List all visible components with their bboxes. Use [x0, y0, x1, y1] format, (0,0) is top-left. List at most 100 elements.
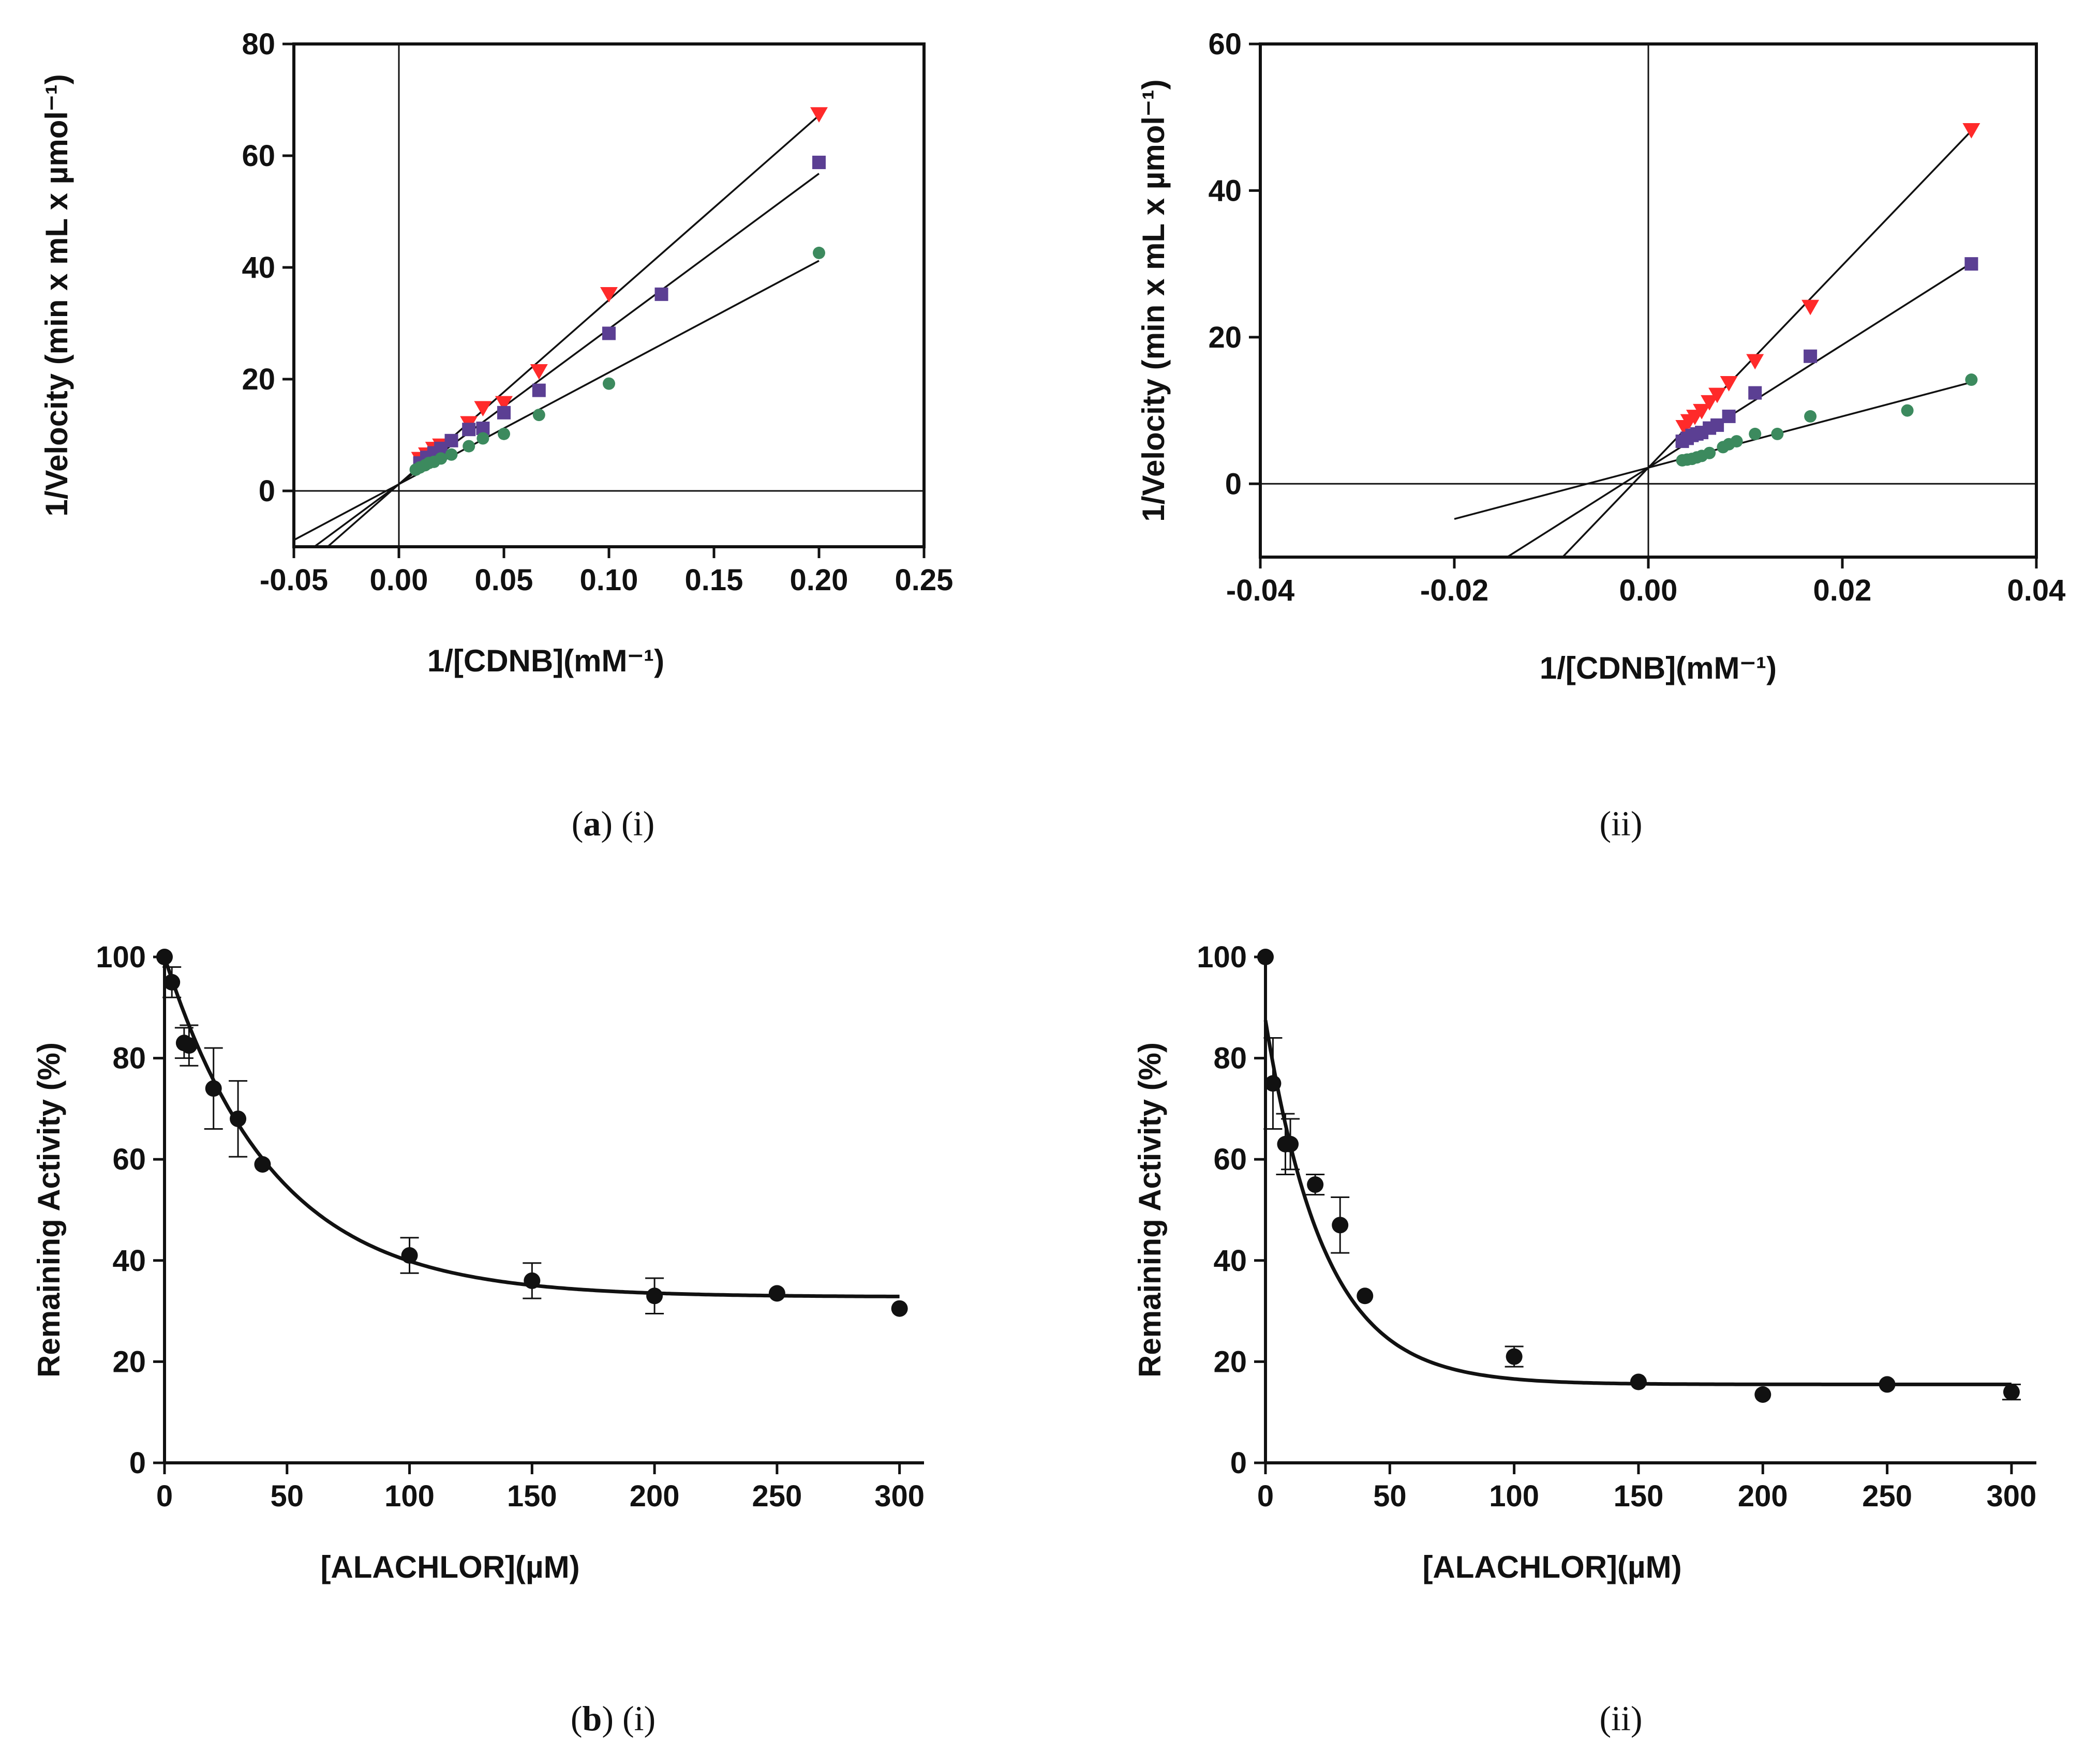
remaining-activity [1257, 949, 2021, 1403]
data-point [600, 287, 618, 303]
data-point [891, 1300, 908, 1317]
y-axis-title: Remaining Activity (%) [1133, 1042, 1167, 1377]
data-point [156, 949, 173, 965]
fit-line-3 [294, 260, 820, 541]
data-point [445, 448, 458, 461]
x-tick-label: 50 [1373, 1479, 1407, 1513]
x-tick-label: 0 [156, 1479, 173, 1513]
x-tick-label: 200 [630, 1479, 680, 1513]
data-point [768, 1285, 785, 1302]
y-tick-label: 0 [129, 1446, 146, 1480]
data-point [435, 452, 448, 465]
panel-caption: (ii) [1599, 804, 1642, 843]
data-point [1720, 376, 1738, 392]
x-tick-label: 250 [752, 1479, 802, 1513]
y-tick-label: 40 [1213, 1244, 1247, 1278]
y-tick-label: 60 [112, 1143, 146, 1176]
data-point [1964, 257, 1978, 271]
data-point [1801, 300, 1820, 316]
plot-area [1454, 123, 1980, 557]
fit-line-2 [312, 173, 820, 547]
x-tick-label: 0.00 [370, 563, 428, 597]
y-tick-label: 60 [242, 139, 275, 173]
y-tick-label: 100 [1197, 940, 1247, 974]
data-point [812, 155, 826, 169]
data-point [230, 1110, 247, 1127]
x-axis-title: 1/[CDNB](mM⁻¹) [427, 643, 664, 678]
data-point [1901, 404, 1914, 417]
x-tick-label: -0.05 [260, 563, 328, 597]
data-point [497, 406, 511, 420]
x-tick-label: 0.25 [895, 563, 954, 597]
x-tick-label: 150 [1614, 1479, 1664, 1513]
x-tick-label: 50 [271, 1479, 304, 1513]
data-point [163, 974, 181, 991]
chart-2: -0.04 -0.02 0.00 0.02 0.04 0 20 40 60 1/[CDNB](mM… [1136, 27, 2065, 843]
data-point [646, 1287, 663, 1305]
x-tick-label: 0.04 [2007, 574, 2066, 607]
data-point [495, 396, 513, 412]
data-point [1332, 1217, 1349, 1234]
series-3 [409, 246, 825, 476]
x-tick-label: 0.15 [685, 563, 743, 597]
plot-area [294, 107, 828, 547]
panel-caption: (a) (i) [572, 804, 654, 843]
data-point [810, 107, 828, 123]
data-point [462, 423, 476, 437]
data-point [813, 246, 825, 259]
y-tick-label: 40 [242, 251, 275, 284]
x-tick-label: 250 [1862, 1479, 1912, 1513]
data-point [1965, 373, 1978, 386]
data-point [474, 401, 492, 417]
x-tick-label: 100 [1489, 1479, 1539, 1513]
data-point [532, 409, 545, 422]
x-tick-label: 0 [1257, 1479, 1274, 1513]
data-point [532, 383, 546, 397]
x-tick-label: 0.05 [475, 563, 533, 597]
x-axis-title: [ALACHLOR](µM) [1422, 1550, 1681, 1584]
y-tick-label: 60 [1208, 27, 1242, 61]
y-tick-label: 20 [242, 363, 275, 396]
data-point [524, 1272, 541, 1289]
data-point [603, 377, 615, 390]
data-point [444, 433, 458, 447]
data-point [602, 326, 616, 340]
x-tick-label: 0.20 [790, 563, 848, 597]
data-point [1754, 1386, 1771, 1403]
chart-3: 0 50 100 150 200 250 300 0 20 40 60 80 100 [ALACHLOR]… [32, 940, 925, 1738]
remaining-activity [156, 949, 908, 1317]
data-point [1746, 354, 1764, 370]
y-tick-label: 80 [1213, 1042, 1247, 1075]
data-point [2003, 1384, 2020, 1401]
x-tick-label: 300 [1987, 1479, 2037, 1513]
x-tick-label: 150 [507, 1479, 557, 1513]
data-point [1264, 1075, 1282, 1092]
data-point [401, 1247, 418, 1264]
data-point [1506, 1348, 1523, 1365]
data-point [530, 364, 548, 380]
fit-curve [1263, 1020, 2012, 1386]
y-tick-label: 20 [112, 1345, 146, 1379]
x-tick-label: 0.10 [580, 563, 638, 597]
x-tick-label: 300 [874, 1479, 925, 1513]
x-tick-label: 0.02 [1813, 574, 1872, 607]
data-point [476, 432, 489, 445]
series-2 [413, 155, 826, 470]
data-point [1693, 403, 1711, 420]
series-3 [1676, 373, 1978, 467]
data-point [1630, 1373, 1647, 1390]
y-tick-label: 20 [1208, 321, 1242, 354]
data-point [1722, 409, 1736, 423]
y-tick-label: 80 [112, 1042, 146, 1075]
data-point [1748, 386, 1762, 400]
x-tick-label: -0.04 [1226, 574, 1294, 607]
y-tick-label: 0 [1230, 1446, 1247, 1480]
data-point [1257, 949, 1274, 965]
y-tick-label: 60 [1213, 1143, 1247, 1176]
data-point [1703, 446, 1716, 459]
y-axis-title: 1/Velocity (min x mL x µmol⁻¹) [39, 74, 74, 516]
fit-curve [162, 956, 900, 1298]
x-tick-label: 100 [384, 1479, 435, 1513]
y-tick-label: 0 [1225, 467, 1242, 501]
x-tick-label: 0.00 [1619, 574, 1678, 607]
